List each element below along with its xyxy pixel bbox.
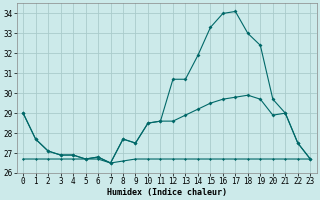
X-axis label: Humidex (Indice chaleur): Humidex (Indice chaleur) — [107, 188, 227, 197]
